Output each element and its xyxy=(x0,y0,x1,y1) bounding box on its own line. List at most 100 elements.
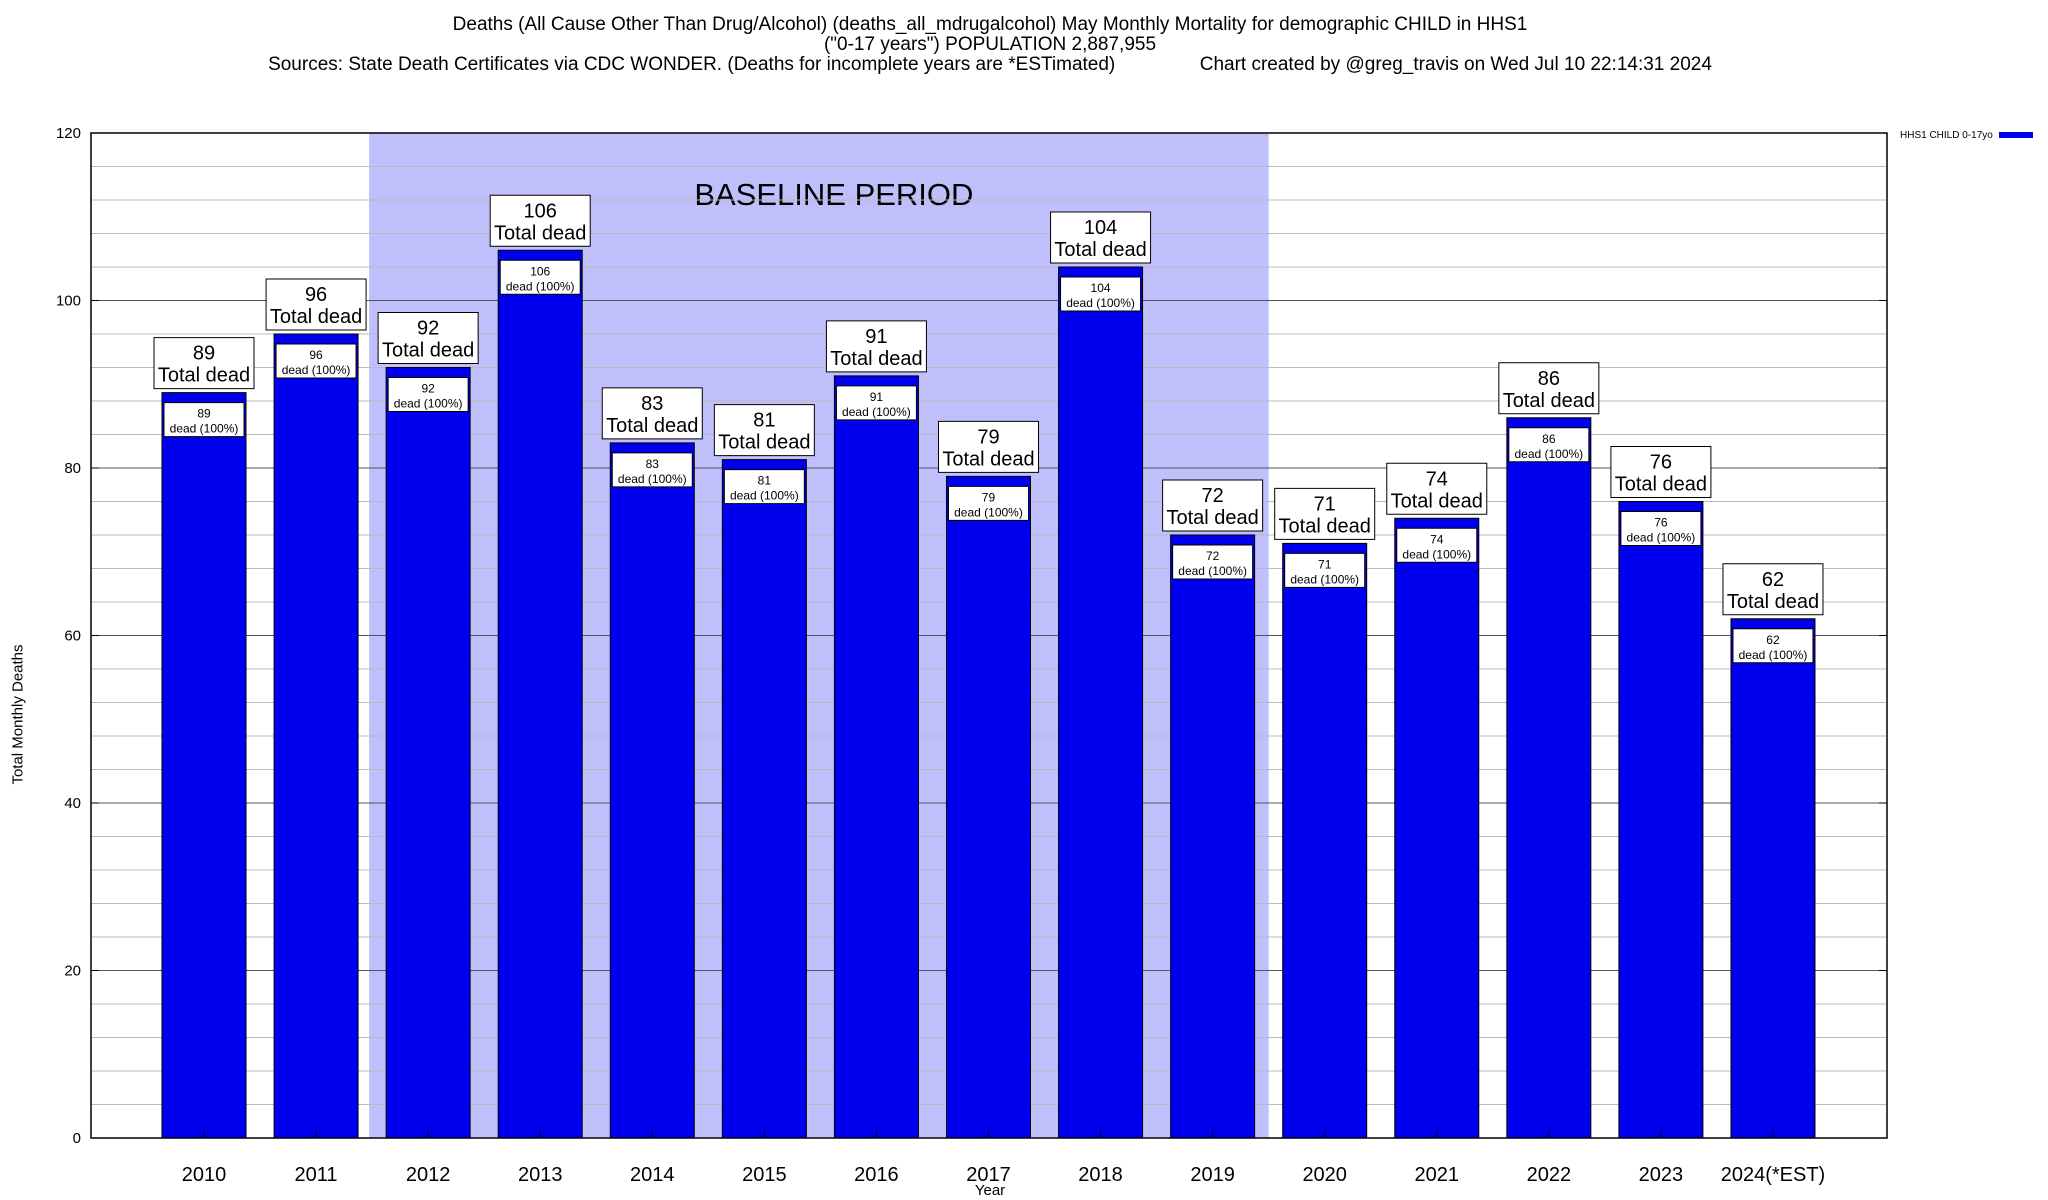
x-tick-label: 2013 xyxy=(518,1164,563,1186)
y-tick-label: 0 xyxy=(73,1130,81,1147)
bar-top-value-label: 76 xyxy=(1650,452,1672,474)
bar-inner-value-label: 89 xyxy=(197,407,211,421)
bar-inner-dead-label: dead (100%) xyxy=(842,405,911,419)
bar-inner-dead-label: dead (100%) xyxy=(1514,447,1583,461)
y-tick-label: 20 xyxy=(64,963,81,980)
bar-top-total-dead-label: Total dead xyxy=(270,306,362,328)
bar-2013 xyxy=(497,249,583,1139)
legend: HHS1 CHILD 0-17yo xyxy=(1900,130,2033,141)
bar-2022 xyxy=(1506,417,1592,1139)
bar-2021 xyxy=(1394,517,1480,1139)
bar-inner-label-box xyxy=(1172,544,1254,580)
bar-top-value-label: 62 xyxy=(1762,569,1784,591)
legend-swatch xyxy=(1998,132,2033,139)
bar-inner-label-box xyxy=(611,452,693,488)
bar-inner-dead-label: dead (100%) xyxy=(506,279,575,293)
plot-frame xyxy=(90,132,1888,1139)
bar-top-value-label: 83 xyxy=(641,393,663,415)
bar-inner-label-box xyxy=(1396,527,1478,563)
bar-top-total-dead-label: Total dead xyxy=(942,448,1034,470)
bar-top-total-dead-label: Total dead xyxy=(1054,239,1146,261)
bar-inner-label-box xyxy=(835,385,917,421)
bar-top-value-label: 74 xyxy=(1426,468,1448,490)
bar-inner-value-label: 76 xyxy=(1654,516,1668,530)
x-tick-label: 2018 xyxy=(1078,1164,1123,1186)
x-tick-label: 2010 xyxy=(182,1164,227,1186)
y-tick-label: 60 xyxy=(64,628,81,645)
bar-inner-label-box xyxy=(499,259,581,295)
bar-inner-label-box xyxy=(163,402,245,438)
bar-top-label-box xyxy=(1722,563,1824,616)
bar-top-total-dead-label: Total dead xyxy=(1503,390,1595,412)
bar-inner-value-label: 96 xyxy=(309,348,323,362)
x-tick-label: 2017 xyxy=(966,1164,1011,1186)
bar-top-total-dead-label: Total dead xyxy=(1615,474,1707,496)
x-tick-label: 2021 xyxy=(1415,1164,1460,1186)
x-tick-label: 2020 xyxy=(1302,1164,1347,1186)
chart-subtitle-population: ("0-17 years") POPULATION 2,887,955 xyxy=(823,34,1157,55)
bar-inner-dead-label: dead (100%) xyxy=(1402,547,1471,561)
bar-top-label-box xyxy=(937,420,1039,473)
bar-top-label-box xyxy=(601,387,703,440)
legend-entry-label: HHS1 CHILD 0-17yo xyxy=(1900,130,1993,141)
bar-top-label-box xyxy=(377,312,479,364)
bar-top-total-dead-label: Total dead xyxy=(1391,490,1483,512)
bar-top-value-label: 91 xyxy=(865,326,887,348)
bar-2016 xyxy=(833,375,919,1139)
bar-2018 xyxy=(1058,266,1144,1139)
y-tick-label: 120 xyxy=(56,125,81,142)
bar-inner-dead-label: dead (100%) xyxy=(954,505,1023,519)
bar-top-value-label: 104 xyxy=(1084,217,1117,239)
bar-top-total-dead-label: Total dead xyxy=(158,365,250,387)
bar-inner-value-label: 72 xyxy=(1206,549,1220,563)
bar-inner-dead-label: dead (100%) xyxy=(1627,531,1696,545)
bar-top-total-dead-label: Total dead xyxy=(382,340,474,362)
chart-title: Deaths (All Cause Other Than Drug/Alcoho… xyxy=(452,14,1528,35)
y-tick-label: 40 xyxy=(64,795,81,812)
bar-2010 xyxy=(161,392,247,1139)
bar-top-total-dead-label: Total dead xyxy=(1727,591,1819,613)
bar-2019 xyxy=(1170,534,1256,1139)
bar-inner-label-box xyxy=(1732,628,1814,664)
bar-2020 xyxy=(1282,542,1368,1139)
bar-top-label-box xyxy=(1274,487,1376,540)
bar-2012 xyxy=(385,367,471,1139)
bar-inner-label-box xyxy=(387,377,469,412)
bar-inner-value-label: 74 xyxy=(1430,532,1444,546)
bar-top-total-dead-label: Total dead xyxy=(494,222,586,244)
bar-inner-dead-label: dead (100%) xyxy=(1066,296,1135,310)
bar-inner-dead-label: dead (100%) xyxy=(1178,564,1247,578)
bar-inner-value-label: 92 xyxy=(421,382,435,396)
bar-inner-value-label: 81 xyxy=(758,474,772,488)
bar-inner-value-label: 86 xyxy=(1542,432,1556,446)
bar-top-value-label: 89 xyxy=(193,343,215,365)
bar-inner-value-label: 91 xyxy=(870,390,884,404)
bar-top-label-box xyxy=(1162,479,1264,532)
bar-top-value-label: 71 xyxy=(1314,493,1336,515)
baseline-period-label: BASELINE PERIOD xyxy=(694,177,973,212)
bar-top-value-label: 92 xyxy=(417,318,439,340)
bar-top-value-label: 106 xyxy=(524,200,557,222)
bar-inner-value-label: 106 xyxy=(530,264,550,278)
bar-inner-dead-label: dead (100%) xyxy=(1739,648,1808,662)
bar-inner-dead-label: dead (100%) xyxy=(170,422,239,436)
bar-2011 xyxy=(273,333,359,1139)
bar-inner-value-label: 71 xyxy=(1318,557,1332,571)
bar-top-label-box xyxy=(713,404,815,457)
x-tick-label: 2024(*EST) xyxy=(1721,1164,1826,1186)
bar-inner-label-box xyxy=(1060,276,1142,312)
bar-top-total-dead-label: Total dead xyxy=(718,432,810,454)
bar-2017 xyxy=(945,475,1031,1139)
bar-top-value-label: 96 xyxy=(305,284,327,306)
x-tick-label: 2011 xyxy=(295,1164,338,1186)
bar-top-total-dead-label: Total dead xyxy=(830,348,922,370)
x-tick-label: 2016 xyxy=(854,1164,899,1186)
y-tick-label: 80 xyxy=(64,460,81,477)
bar-inner-value-label: 104 xyxy=(1091,281,1111,295)
bar-top-total-dead-label: Total dead xyxy=(606,415,698,437)
bar-inner-dead-label: dead (100%) xyxy=(282,363,351,377)
bar-2015 xyxy=(721,459,807,1139)
bar-2014 xyxy=(609,442,695,1139)
bar-top-label-box xyxy=(1498,362,1600,415)
bar-top-total-dead-label: Total dead xyxy=(1279,515,1371,537)
